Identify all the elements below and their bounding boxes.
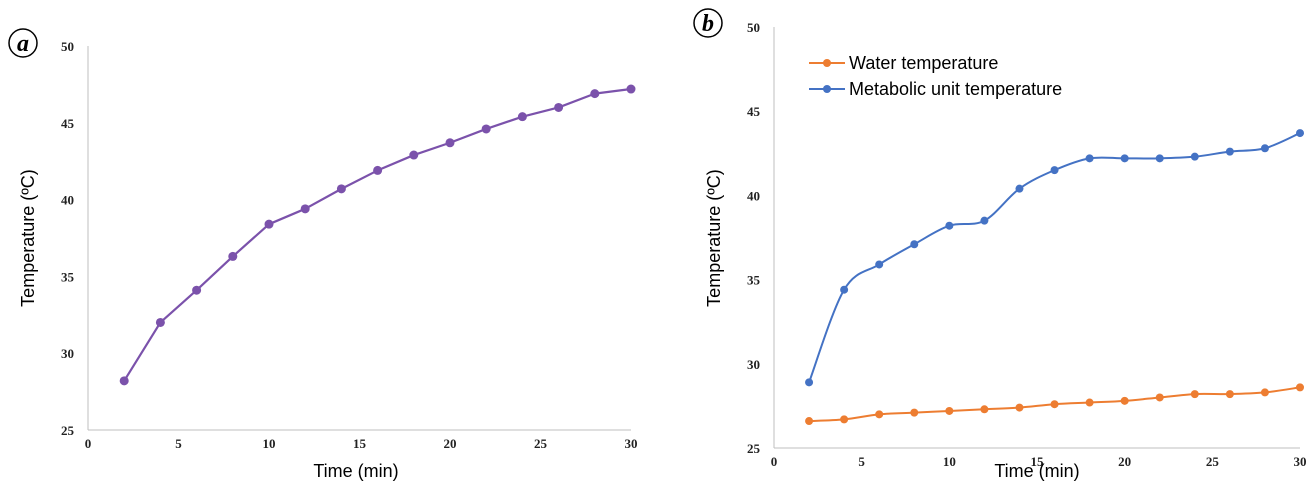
y-tick-label: 40 <box>747 188 760 203</box>
data-point <box>1085 154 1094 163</box>
data-point <box>1225 390 1234 399</box>
legend-label-metabolic: Metabolic unit temperature <box>849 79 1062 99</box>
x-tick-label: 5 <box>175 436 182 451</box>
legend-label-water: Water temperature <box>849 53 998 73</box>
data-point <box>1190 390 1199 399</box>
y-tick-label: 40 <box>61 193 74 208</box>
panel-b-series <box>805 129 1304 426</box>
x-tick-label: 10 <box>263 436 276 451</box>
data-point <box>373 165 383 175</box>
data-point <box>1120 396 1129 405</box>
x-tick-label: 5 <box>858 454 865 469</box>
legend-item-water: Water temperature <box>809 53 998 73</box>
data-point <box>1155 154 1164 163</box>
panel-b-badge: b <box>693 8 723 38</box>
panel-a-x-ticks: 0 5 10 15 20 25 30 <box>85 436 638 451</box>
x-tick-label: 30 <box>625 436 638 451</box>
data-point <box>805 417 814 426</box>
y-tick-label: 50 <box>61 39 74 54</box>
legend-marker-metabolic <box>823 85 831 93</box>
panel-a-badge-letter: a <box>17 31 29 57</box>
data-point <box>119 376 129 386</box>
data-point <box>1015 184 1024 193</box>
series-line <box>123 87 633 382</box>
x-tick-label: 20 <box>1118 454 1131 469</box>
panel-b-x-axis-label: Time (min) <box>994 461 1079 481</box>
data-point <box>945 406 954 415</box>
data-point <box>626 84 636 94</box>
data-point <box>910 240 919 249</box>
panel-b-y-ticks: 25 30 35 40 45 50 <box>747 20 761 456</box>
y-tick-label: 45 <box>61 116 75 131</box>
data-point <box>1296 129 1304 138</box>
y-tick-label: 45 <box>747 104 761 119</box>
x-tick-label: 0 <box>771 454 778 469</box>
data-point <box>517 112 527 122</box>
x-tick-label: 0 <box>85 436 92 451</box>
panel-a-y-ticks: 25 30 35 40 45 50 <box>61 39 75 438</box>
data-point <box>1155 393 1164 402</box>
data-point <box>1225 147 1234 156</box>
panel-a-series <box>119 84 636 386</box>
data-point <box>228 251 238 261</box>
panel-b-legend: Water temperature Metabolic unit tempera… <box>809 53 1062 99</box>
panel-a: a 25 30 35 40 45 50 0 5 10 15 20 25 30 Time (min) T… <box>8 28 638 481</box>
data-point <box>1296 383 1304 392</box>
panel-a-x-axis-label: Time (min) <box>313 461 398 481</box>
x-tick-label: 10 <box>943 454 956 469</box>
data-point <box>1015 403 1024 412</box>
data-point <box>192 285 202 295</box>
data-point <box>445 138 455 148</box>
panel-b-badge-letter: b <box>702 11 714 37</box>
y-tick-label: 30 <box>747 357 760 372</box>
data-point <box>1260 388 1269 397</box>
data-point <box>945 221 954 230</box>
data-point <box>300 204 310 214</box>
data-point <box>155 317 165 327</box>
legend-marker-water <box>823 59 831 67</box>
data-point <box>1085 398 1094 407</box>
data-point <box>1260 144 1269 153</box>
y-tick-label: 25 <box>61 423 75 438</box>
panel-a-y-axis-label: Temperature (ºC) <box>18 169 38 307</box>
y-tick-label: 25 <box>747 441 761 456</box>
data-point <box>336 184 346 194</box>
y-tick-label: 30 <box>61 346 74 361</box>
data-point <box>1050 400 1059 409</box>
data-point <box>840 415 849 424</box>
y-tick-label: 35 <box>61 269 75 284</box>
data-point <box>840 285 849 294</box>
x-tick-label: 25 <box>1206 454 1220 469</box>
x-tick-label: 15 <box>353 436 367 451</box>
data-point <box>805 378 814 387</box>
data-point <box>590 89 600 99</box>
data-point <box>875 260 884 269</box>
data-point <box>409 150 419 160</box>
data-point <box>980 405 989 414</box>
panel-b-x-ticks: 0 5 10 15 20 25 30 <box>771 454 1307 469</box>
data-point <box>264 219 274 229</box>
panel-b-y-axis-label: Temperature (ºC) <box>704 169 724 307</box>
panel-a-badge: a <box>8 28 38 58</box>
x-tick-label: 20 <box>444 436 457 451</box>
legend-item-metabolic: Metabolic unit temperature <box>809 79 1062 99</box>
data-point <box>980 216 989 225</box>
data-point <box>481 124 491 134</box>
data-point <box>1190 152 1199 161</box>
data-point <box>875 410 884 419</box>
data-point <box>910 408 919 417</box>
data-point <box>554 102 564 112</box>
data-point <box>1050 166 1059 175</box>
y-tick-label: 35 <box>747 273 761 288</box>
x-tick-label: 15 <box>1031 454 1045 469</box>
x-tick-label: 25 <box>534 436 548 451</box>
x-tick-label: 30 <box>1294 454 1307 469</box>
y-tick-label: 50 <box>747 20 760 35</box>
panel-b: b 25 30 35 40 45 50 0 5 10 15 20 25 30 Water temper… <box>693 8 1307 481</box>
data-point <box>1120 154 1129 163</box>
